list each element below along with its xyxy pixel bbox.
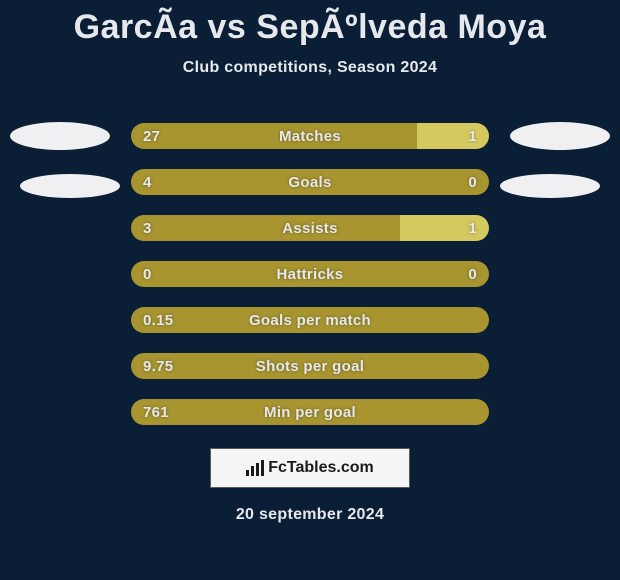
stat-value-right: 0 bbox=[468, 169, 477, 195]
avatar-placeholder-left-1 bbox=[10, 122, 110, 150]
stat-row: 761Min per goal bbox=[130, 398, 490, 426]
stat-label: Hattricks bbox=[131, 261, 489, 287]
stat-label: Matches bbox=[131, 123, 489, 149]
stat-row: 0Hattricks0 bbox=[130, 260, 490, 288]
stat-label: Min per goal bbox=[131, 399, 489, 425]
page-title: GarcÃ­a vs SepÃºlveda Moya bbox=[0, 0, 620, 47]
stat-value-right: 0 bbox=[468, 261, 477, 287]
avatar-placeholder-right-1 bbox=[510, 122, 610, 150]
stat-row: 0.15Goals per match bbox=[130, 306, 490, 334]
footer-date: 20 september 2024 bbox=[0, 506, 620, 524]
subtitle: Club competitions, Season 2024 bbox=[0, 59, 620, 77]
stat-label: Goals bbox=[131, 169, 489, 195]
stat-value-right: 1 bbox=[468, 215, 477, 241]
stat-row: 27Matches1 bbox=[130, 122, 490, 150]
logo-text: FcTables.com bbox=[268, 459, 374, 477]
stat-row: 3Assists1 bbox=[130, 214, 490, 242]
comparison-chart: 27Matches14Goals03Assists10Hattricks00.1… bbox=[0, 122, 620, 426]
chart-icon bbox=[246, 460, 264, 476]
stat-label: Shots per goal bbox=[131, 353, 489, 379]
avatar-placeholder-right-2 bbox=[500, 174, 600, 198]
stat-value-right: 1 bbox=[468, 123, 477, 149]
fctables-logo: FcTables.com bbox=[210, 448, 410, 488]
stat-row: 4Goals0 bbox=[130, 168, 490, 196]
avatar-placeholder-left-2 bbox=[20, 174, 120, 198]
stat-rows: 27Matches14Goals03Assists10Hattricks00.1… bbox=[130, 122, 490, 426]
stat-label: Goals per match bbox=[131, 307, 489, 333]
stat-label: Assists bbox=[131, 215, 489, 241]
stat-row: 9.75Shots per goal bbox=[130, 352, 490, 380]
